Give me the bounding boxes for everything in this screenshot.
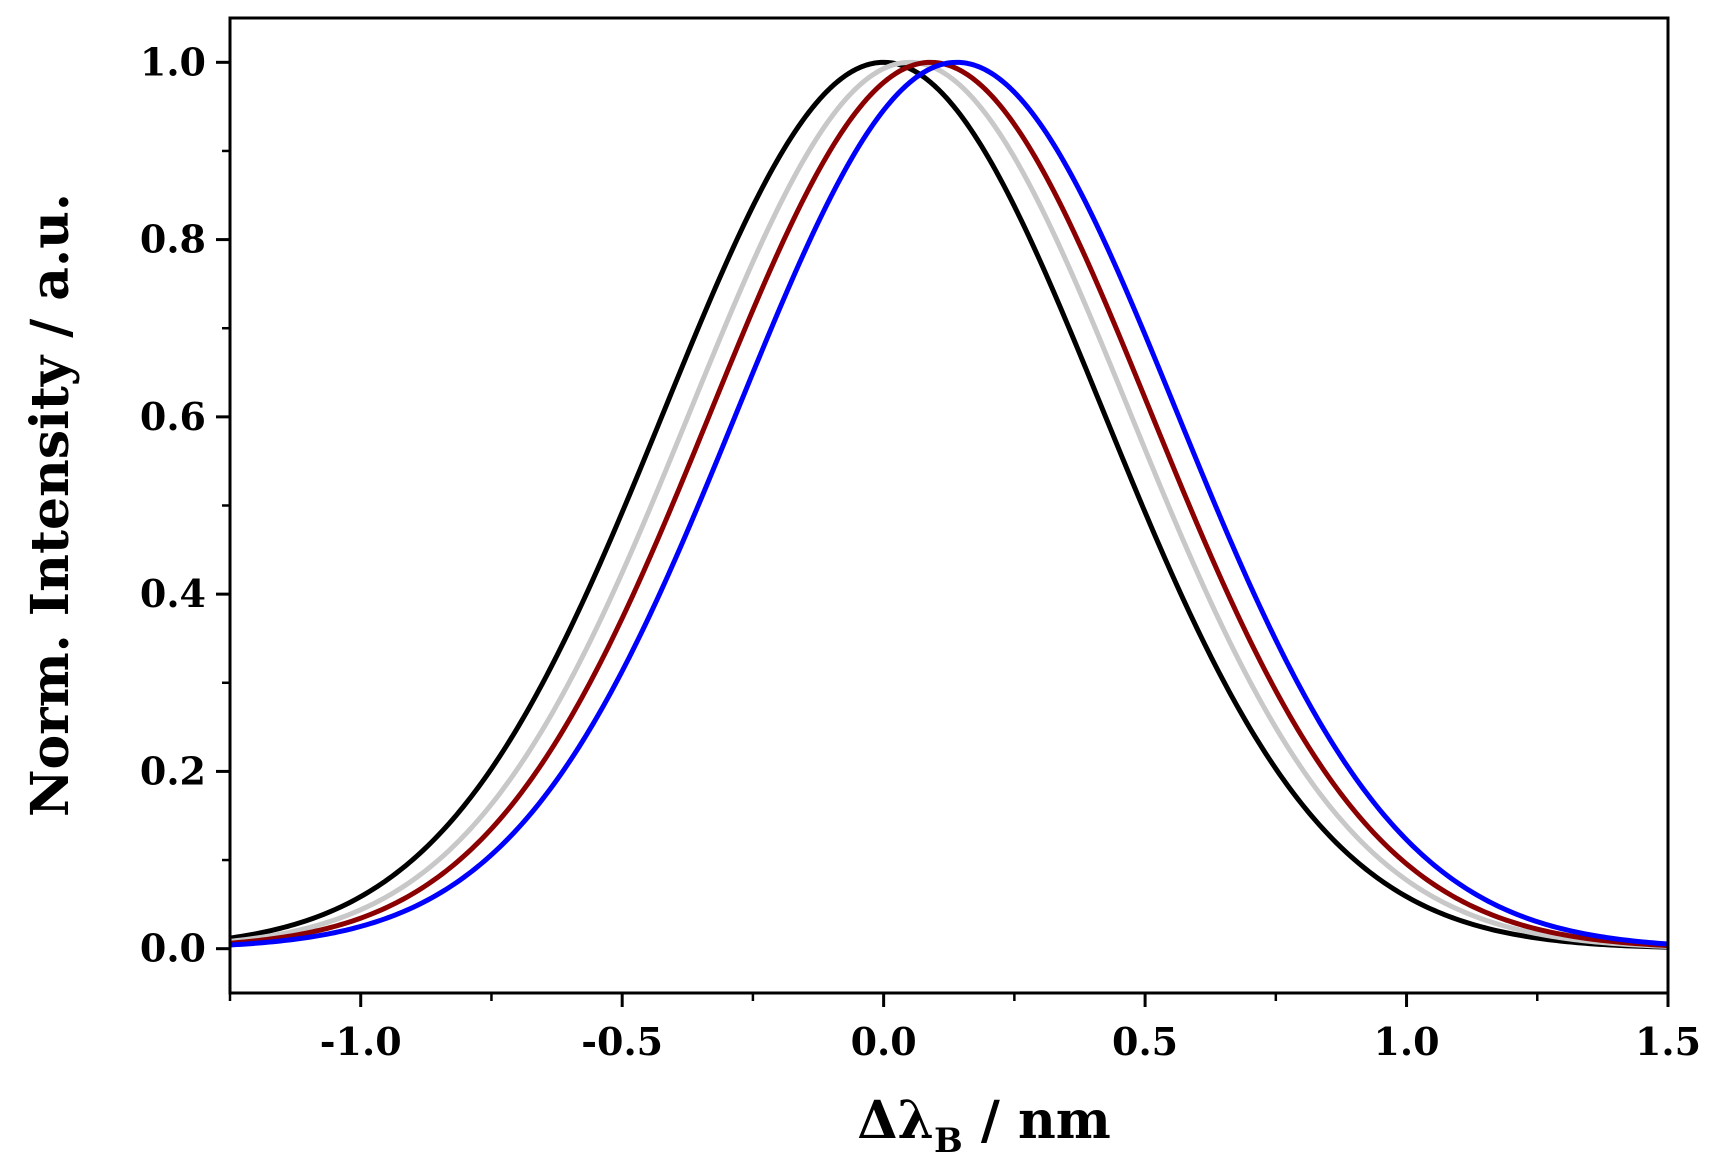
y-axis-title: Norm. Intensity / a.u. [20,193,81,817]
x-axis-title-unit: / nm [963,1090,1111,1151]
series-line-2 [230,59,1668,949]
x-axis-title-subscript: B [934,1121,963,1161]
y-tick-label: 0.4 [140,571,206,616]
y-tick-label: 0.6 [140,394,206,439]
series-line-0 [230,59,1668,950]
series-line-3 [230,59,1668,948]
y-tick-label: 0.8 [140,217,206,262]
x-tick-label: -1.0 [320,1019,402,1064]
series-layer [230,59,1668,950]
x-tick-label: 1.0 [1373,1019,1439,1064]
x-axis-title-main: Δλ [857,1090,934,1151]
series-line-1 [230,59,1668,949]
x-tick-label: -0.5 [581,1019,663,1064]
x-tick-label: 0.0 [851,1019,917,1064]
plot-frame [228,16,1670,995]
y-tick-label: 1.0 [140,39,206,84]
x-axis-title: ΔλB / nm [857,1090,1111,1161]
x-tick-label: 0.5 [1112,1019,1178,1064]
y-tick-label: 0.0 [140,926,206,971]
x-tick-label: 1.5 [1635,1019,1701,1064]
y-tick-label: 0.2 [140,748,206,793]
y-axis: 0.0 0.2 0.4 0.6 0.8 1.0 [140,39,230,971]
x-axis: -1.0 -0.5 0.0 0.5 1.0 1.5 [228,993,1701,1064]
